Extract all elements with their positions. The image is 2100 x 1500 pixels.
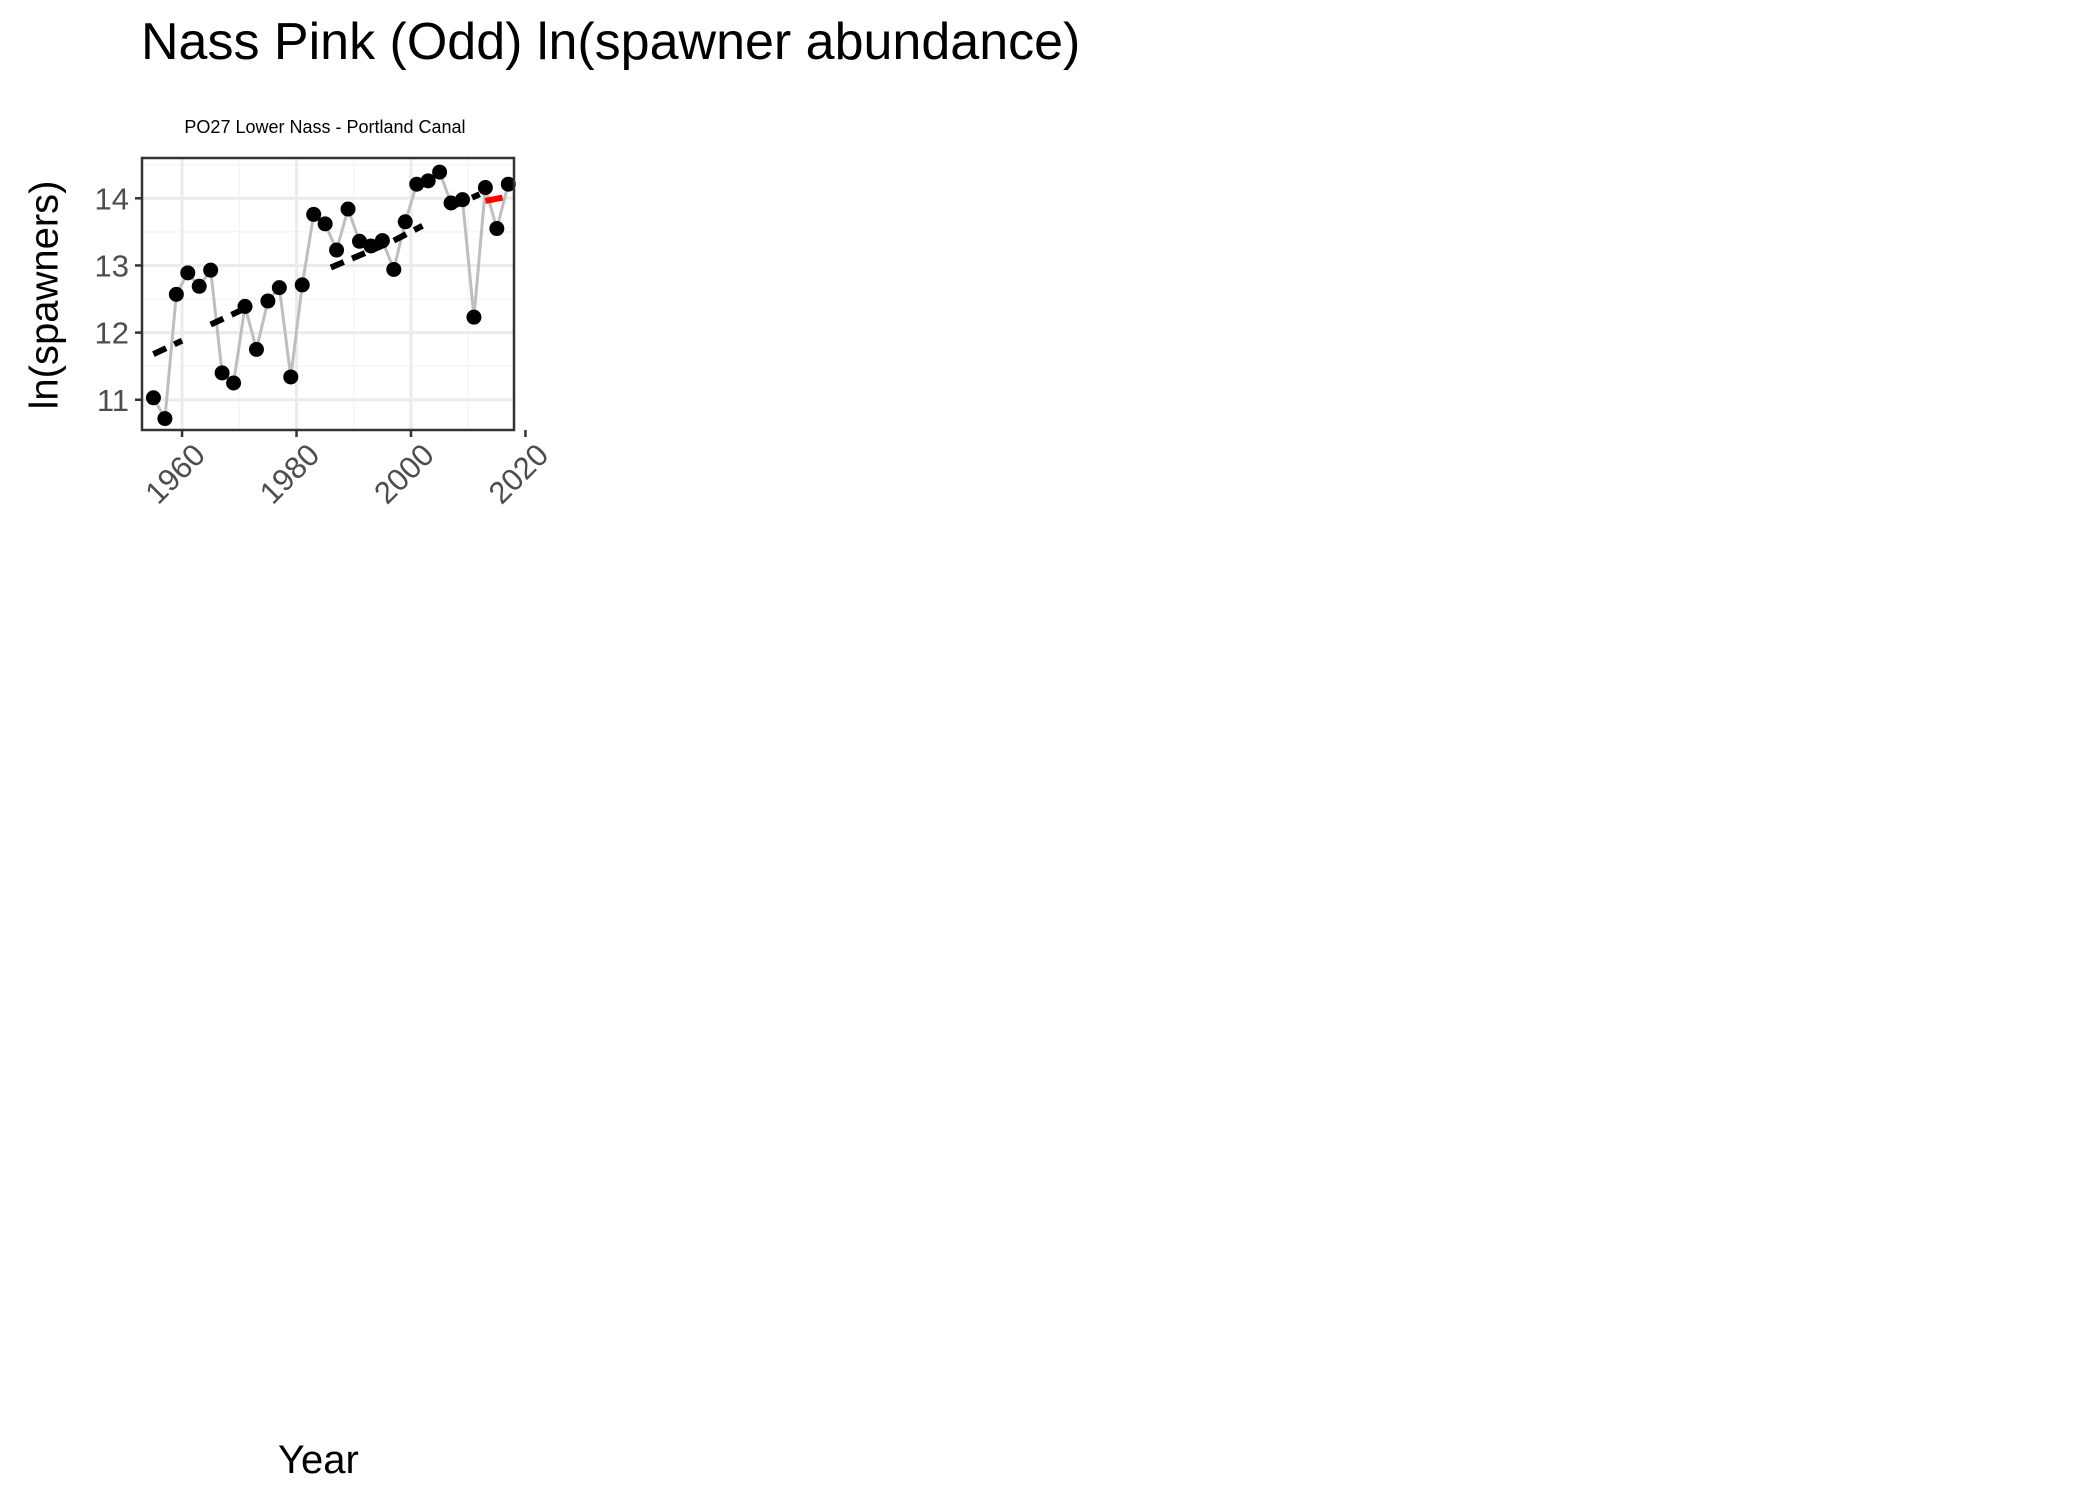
- data-point: [317, 216, 333, 232]
- data-point: [145, 390, 161, 406]
- data-point: [306, 206, 322, 222]
- data-point: [329, 242, 345, 258]
- data-point: [271, 280, 287, 296]
- chart-title: Nass Pink (Odd) ln(spawner abundance): [141, 13, 1081, 71]
- y-tick-label: 12: [95, 316, 129, 351]
- data-point: [374, 233, 390, 249]
- y-tick-label: 14: [95, 181, 129, 216]
- data-point: [180, 265, 196, 281]
- data-point: [363, 238, 379, 254]
- data-point: [283, 369, 299, 385]
- data-point: [432, 164, 448, 180]
- x-tick-label: 1980: [253, 437, 327, 511]
- chart-subtitle: PO27 Lower Nass - Portland Canal: [184, 117, 466, 137]
- data-point: [237, 298, 253, 314]
- x-tick-label: 1960: [138, 437, 212, 511]
- data-point: [489, 221, 505, 237]
- x-tick-label: 2000: [367, 437, 441, 511]
- data-point: [191, 278, 207, 294]
- trend-segment: [329, 240, 390, 271]
- data-point: [214, 365, 230, 381]
- trend-segment: [152, 337, 184, 357]
- data-point: [168, 286, 184, 302]
- x-tick-label: 2020: [482, 437, 556, 511]
- panel-border: [140, 156, 516, 432]
- data-point: [340, 201, 356, 217]
- data-point: [454, 192, 470, 208]
- trend-segment-recent: [484, 194, 504, 204]
- data-point: [420, 173, 436, 189]
- x-axis-label: Year: [278, 1438, 359, 1482]
- y-tick-label: 11: [97, 383, 129, 418]
- y-tick-label: 13: [95, 248, 129, 283]
- data-point: [386, 261, 402, 277]
- data-point: [226, 375, 242, 391]
- data-point: [443, 195, 459, 211]
- data-point: [203, 262, 219, 278]
- data-point: [248, 341, 264, 357]
- data-point: [294, 277, 310, 293]
- data-point: [409, 176, 425, 192]
- data-point: [351, 233, 367, 249]
- trend-segment: [392, 223, 424, 244]
- data-point: [477, 180, 493, 196]
- data-point: [157, 411, 173, 427]
- data-point: [397, 214, 413, 230]
- data-point: [260, 293, 276, 309]
- data-point: [466, 309, 482, 325]
- data-point: [500, 176, 516, 192]
